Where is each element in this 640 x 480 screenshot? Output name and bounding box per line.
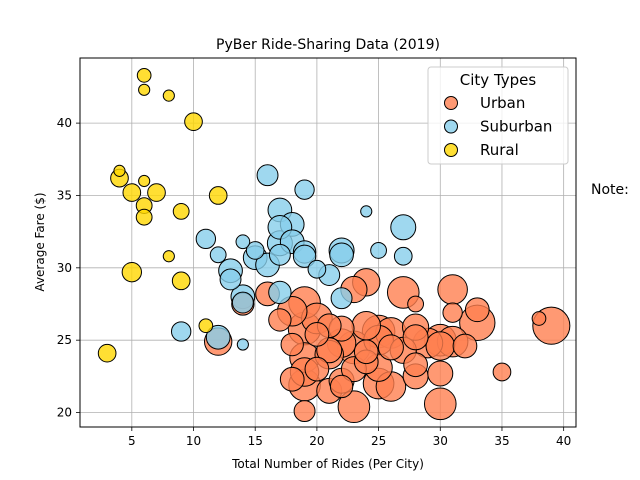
- x-tick-label: 40: [556, 434, 571, 448]
- data-point-urban: [279, 366, 305, 392]
- data-point-suburban: [235, 234, 251, 250]
- data-point-urban: [403, 352, 428, 378]
- x-tick-label: 25: [371, 434, 386, 448]
- y-tick-label: 20: [57, 406, 72, 420]
- data-point-urban: [329, 374, 354, 399]
- legend-marker-rural: [444, 143, 458, 157]
- data-point-rural: [113, 164, 126, 177]
- data-point-rural: [147, 183, 166, 202]
- y-tick-label: 40: [57, 116, 72, 130]
- data-point-rural: [135, 208, 153, 226]
- data-point-rural: [122, 183, 142, 202]
- data-point-suburban: [390, 214, 417, 241]
- legend-label-rural: Rural: [480, 141, 519, 159]
- data-point-suburban: [256, 164, 279, 187]
- data-point-urban: [268, 308, 292, 332]
- data-point-suburban: [219, 268, 242, 291]
- data-point-urban: [337, 390, 371, 424]
- data-point-suburban: [360, 205, 373, 218]
- x-axis-label: Total Number of Rides (Per City): [231, 457, 424, 471]
- legend-label-suburban: Suburban: [480, 118, 552, 136]
- data-point-suburban: [209, 246, 227, 264]
- data-point-suburban: [170, 321, 192, 342]
- chart-title: PyBer Ride-Sharing Data (2019): [216, 37, 440, 53]
- data-point-urban: [304, 322, 330, 347]
- data-point-rural: [198, 318, 214, 334]
- x-tick-label: 10: [186, 434, 201, 448]
- legend-marker-urban: [444, 96, 458, 110]
- data-point-urban: [492, 362, 512, 382]
- data-point-suburban: [195, 228, 217, 250]
- plot-frame: [79, 57, 577, 428]
- data-point-urban: [423, 387, 457, 421]
- y-axis-label: Average Fare ($): [33, 192, 47, 291]
- data-point-suburban: [330, 287, 353, 310]
- data-point-suburban: [294, 179, 315, 200]
- data-point-suburban: [268, 280, 292, 305]
- data-point-urban: [353, 339, 379, 365]
- data-point-urban: [427, 360, 454, 387]
- data-point-urban: [351, 310, 381, 341]
- data-point-suburban: [205, 324, 231, 350]
- data-point-suburban: [329, 242, 354, 268]
- data-point-suburban: [370, 242, 387, 259]
- data-point-suburban: [292, 244, 317, 268]
- data-point-rural: [138, 83, 151, 96]
- data-point-urban: [293, 400, 316, 423]
- data-point-rural: [97, 343, 117, 363]
- data-point-rural: [162, 89, 175, 102]
- data-point-rural: [172, 202, 190, 220]
- data-point-suburban: [245, 241, 265, 260]
- data-point-suburban: [268, 243, 291, 266]
- note-text: Note:: [591, 182, 629, 198]
- data-point-urban: [304, 356, 330, 382]
- legend-marker-suburban: [444, 119, 458, 134]
- x-tick-label: 35: [494, 434, 509, 448]
- y-tick-label: 35: [57, 188, 72, 202]
- data-point-urban: [402, 324, 429, 351]
- legend-box: [427, 66, 569, 165]
- data-point-rural: [184, 112, 203, 132]
- legend-label-urban: Urban: [480, 94, 525, 112]
- data-point-urban: [452, 333, 478, 359]
- data-point-urban: [407, 295, 425, 313]
- data-point-rural: [162, 250, 175, 263]
- data-point-urban: [377, 334, 404, 361]
- legend-title: City Types: [460, 71, 537, 89]
- data-point-rural: [136, 68, 152, 83]
- data-point-suburban: [231, 291, 254, 314]
- data-point-suburban: [393, 246, 413, 266]
- x-tick-label: 20: [309, 434, 324, 448]
- x-tick-label: 5: [128, 434, 136, 448]
- data-point-rural: [138, 174, 151, 188]
- x-tick-label: 30: [433, 434, 448, 448]
- data-point-rural: [208, 186, 228, 205]
- data-point-urban: [442, 302, 463, 323]
- y-tick-label: 25: [57, 333, 72, 347]
- data-point-rural: [121, 261, 142, 283]
- legend: City Types Urban Suburban Rural: [427, 66, 569, 165]
- data-points: [97, 68, 571, 424]
- data-point-suburban: [307, 259, 327, 279]
- data-point-urban: [425, 331, 456, 361]
- data-point-urban: [280, 332, 304, 357]
- data-point-urban: [464, 297, 490, 323]
- y-tick-label: 30: [57, 261, 72, 275]
- x-tick-label: 15: [248, 434, 263, 448]
- data-point-urban: [437, 274, 468, 305]
- data-point-rural: [171, 271, 191, 291]
- data-point-urban: [531, 311, 547, 326]
- data-point-suburban: [236, 338, 249, 351]
- axis-ticks: 5 10 15 20 25 30 35 40 20 25 30 35 40: [57, 116, 572, 448]
